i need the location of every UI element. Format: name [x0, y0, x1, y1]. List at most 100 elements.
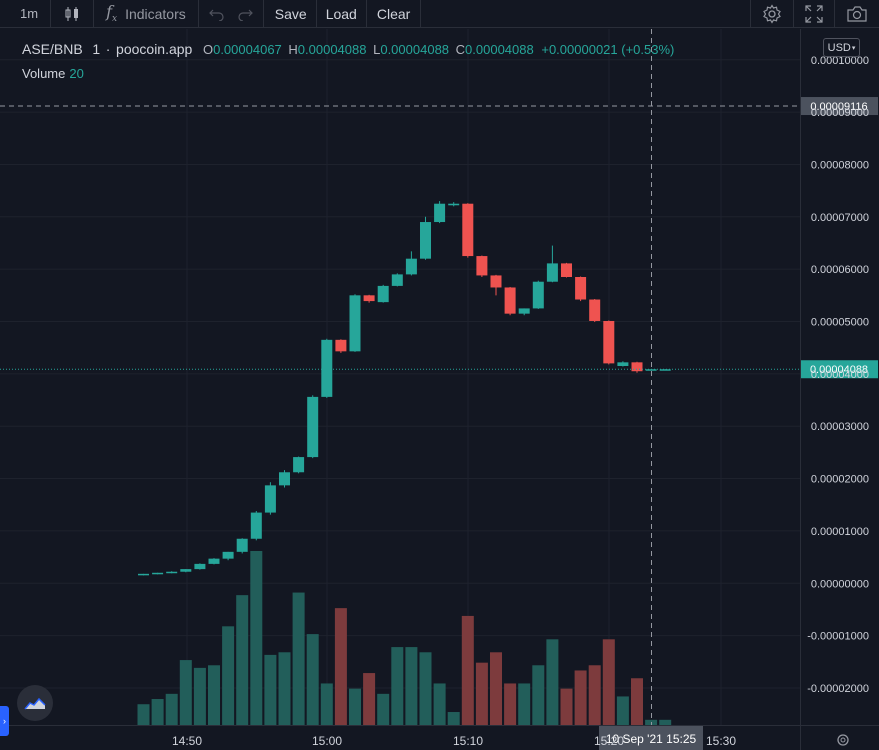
axis-settings-gear-icon[interactable]: [837, 734, 849, 746]
symbol-legend: ASE/BNB 1 · poocoin.app O0.00004067 H0.0…: [22, 41, 675, 57]
volume-bar: [334, 608, 347, 725]
gear-icon: [763, 3, 781, 24]
candle-body: [293, 457, 305, 473]
candle-body: [349, 295, 361, 352]
candle[interactable]: [532, 280, 544, 309]
price-axis-label: 0.00000000: [811, 578, 869, 590]
volume-bar: [363, 673, 376, 725]
indicators-button[interactable]: fx Indicators: [94, 0, 198, 28]
candle-body: [377, 285, 389, 303]
candle[interactable]: [434, 201, 446, 224]
fullscreen-button[interactable]: [794, 0, 834, 28]
volume-bar: [602, 639, 615, 725]
candle[interactable]: [391, 273, 403, 287]
price-axis-label: 0.00005000: [811, 317, 869, 329]
price-axis-label: 0.00007000: [811, 212, 869, 224]
volume-bar: [377, 693, 390, 725]
price-chart[interactable]: 0.00004088 0.00009116 10 Sep '21 15:25 0.0…: [0, 29, 879, 750]
open-value: 0.00004067: [213, 42, 282, 57]
candle[interactable]: [561, 262, 572, 278]
candle[interactable]: [617, 361, 629, 367]
candle[interactable]: [603, 320, 615, 365]
candle[interactable]: [504, 286, 516, 316]
undo-icon: [208, 9, 224, 21]
candle[interactable]: [363, 294, 375, 303]
candle[interactable]: [335, 339, 347, 353]
candle[interactable]: [448, 202, 460, 207]
toolbar-divider: [420, 0, 422, 28]
candle[interactable]: [222, 551, 234, 561]
candle[interactable]: [194, 563, 206, 570]
candle[interactable]: [349, 294, 361, 352]
currency-label: USD: [827, 41, 851, 54]
left-panel-toggle[interactable]: ›: [0, 706, 9, 736]
chart-area[interactable]: 0.00004088 0.00009116 10 Sep '21 15:25 0.0…: [0, 29, 879, 750]
candle[interactable]: [236, 538, 248, 554]
function-icon: fx: [106, 2, 118, 25]
volume-label[interactable]: Volume: [22, 66, 66, 81]
volume-bar: [419, 652, 432, 725]
indicators-label: Indicators: [125, 5, 186, 22]
tradingview-logo-button[interactable]: [17, 685, 53, 721]
candle-body: [589, 299, 601, 321]
load-button[interactable]: Load: [325, 5, 357, 22]
candle[interactable]: [659, 369, 671, 371]
candle[interactable]: [546, 245, 558, 283]
settings-button[interactable]: [751, 0, 793, 28]
candle[interactable]: [138, 573, 149, 576]
top-toolbar: 1m fx Indicators Save Load Clear: [0, 0, 879, 28]
candle-body: [279, 472, 290, 486]
candle-body: [321, 339, 333, 397]
candle-body: [518, 308, 530, 314]
camera-icon: [847, 5, 867, 22]
currency-select[interactable]: USD ▾: [823, 38, 860, 57]
candle[interactable]: [631, 361, 643, 373]
crosshair-time-badge: [599, 726, 703, 750]
screenshot-button[interactable]: [835, 0, 879, 28]
candle[interactable]: [377, 284, 389, 303]
candle[interactable]: [180, 569, 192, 573]
candle[interactable]: [420, 216, 431, 260]
volume-bar: [659, 719, 672, 725]
candle-body: [194, 563, 206, 570]
candle[interactable]: [264, 482, 276, 515]
candle-body: [546, 263, 558, 282]
candle[interactable]: [645, 369, 657, 371]
undo-button[interactable]: [199, 0, 231, 28]
candle[interactable]: [575, 276, 587, 302]
candle-body: [659, 369, 671, 371]
low-label: L: [373, 42, 381, 57]
candle[interactable]: [166, 571, 178, 574]
redo-icon: [238, 9, 253, 21]
candle[interactable]: [476, 255, 488, 278]
candle[interactable]: [405, 251, 417, 276]
save-button[interactable]: Save: [274, 5, 307, 22]
last-price-label: 0.00004088: [810, 364, 868, 376]
candle-body: [575, 277, 587, 300]
candle[interactable]: [250, 511, 262, 541]
candle[interactable]: [589, 298, 601, 323]
candle[interactable]: [490, 274, 502, 296]
candle[interactable]: [293, 456, 305, 474]
candle[interactable]: [152, 572, 164, 575]
candle[interactable]: [321, 338, 333, 398]
crosshair-price-label: 0.00009116: [810, 101, 867, 113]
redo-button[interactable]: [231, 0, 263, 28]
volume-bar: [631, 678, 643, 725]
toolbar-divider: [834, 0, 835, 28]
candle[interactable]: [307, 395, 319, 459]
clear-button[interactable]: Clear: [376, 5, 411, 22]
symbol-name[interactable]: ASE/BNB: [22, 41, 83, 57]
volume-bar: [560, 688, 573, 725]
chart-type-button[interactable]: [51, 0, 93, 28]
volume-bar: [349, 688, 361, 725]
volume-bar: [137, 704, 150, 725]
candle-body: [138, 573, 149, 576]
candle[interactable]: [208, 558, 220, 565]
crosshair-price-badge: [801, 97, 878, 116]
candle[interactable]: [462, 203, 474, 258]
candle[interactable]: [518, 308, 530, 316]
price-axis-label: 0.00001000: [811, 526, 869, 538]
interval-button[interactable]: 1m: [0, 0, 50, 28]
candle[interactable]: [279, 470, 290, 488]
